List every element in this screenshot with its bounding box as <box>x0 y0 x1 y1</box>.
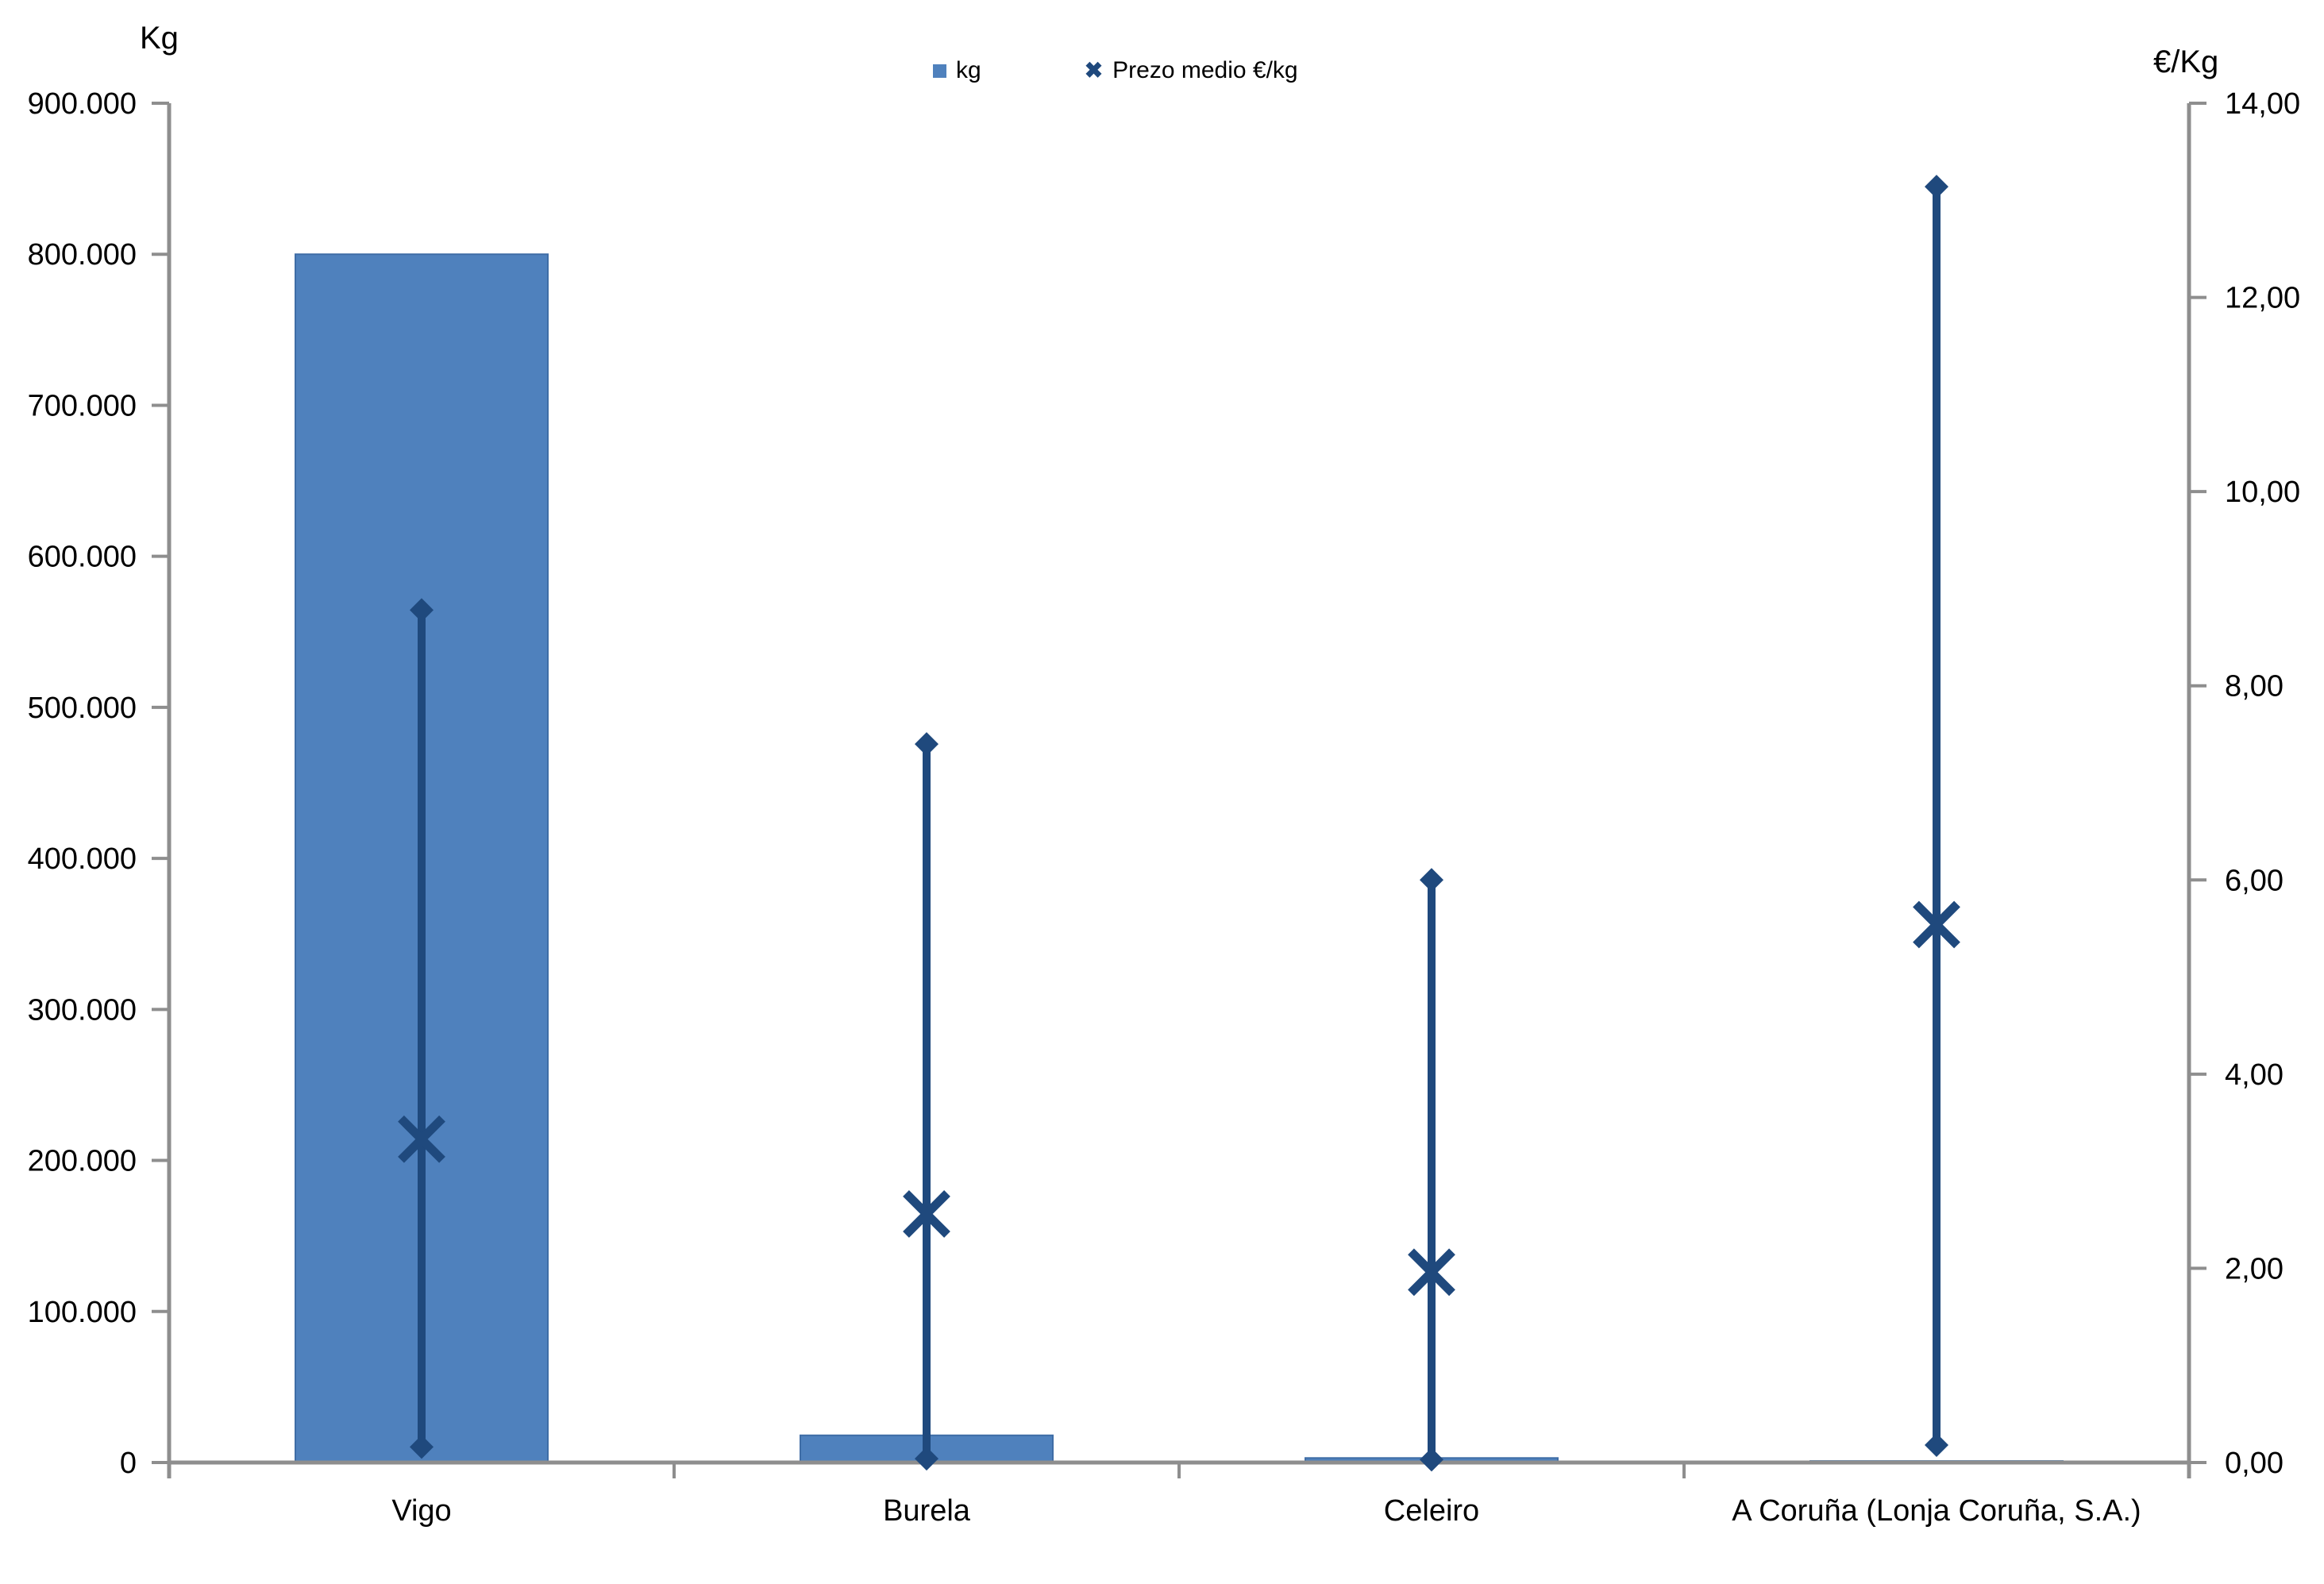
legend: kg ✖ Prezo medio €/kg <box>933 57 1298 84</box>
right-tick-label: 12,00 <box>2225 282 2300 315</box>
mean-x-marker-icon-4 <box>1913 900 1960 949</box>
right-tick-label: 8,00 <box>2225 670 2284 703</box>
kg-series-swatch-icon <box>933 64 946 78</box>
left-tick-label: 300.000 <box>28 993 137 1027</box>
category-label: Celeiro <box>1384 1494 1479 1528</box>
left-tick-label: 400.000 <box>28 842 137 876</box>
right-tick-label: 10,00 <box>2225 476 2300 509</box>
left-tick-label: 700.000 <box>28 389 137 422</box>
left-tick-label: 100.000 <box>28 1296 137 1329</box>
high-diamond-icon-2 <box>915 732 938 757</box>
left-tick-label: 800.000 <box>28 238 137 272</box>
mean-x-marker-icon-1 <box>398 1115 445 1163</box>
mean-x-marker-icon-2 <box>903 1190 950 1238</box>
left-tick-label: 0 <box>120 1447 137 1480</box>
right-axis-title: €/Kg <box>2153 44 2219 79</box>
legend-kg-label: kg <box>956 57 981 83</box>
x-marker-icon: ✖ <box>1084 58 1104 83</box>
low-diamond-icon-1 <box>410 1435 434 1459</box>
left-tick-label: 500.000 <box>28 692 137 725</box>
category-label: Vigo <box>391 1494 451 1528</box>
left-tick-label: 600.000 <box>28 541 137 574</box>
category-label: Burela <box>883 1494 971 1528</box>
high-diamond-icon-1 <box>410 598 434 622</box>
low-diamond-icon-3 <box>1420 1447 1443 1472</box>
left-tick-label: 200.000 <box>28 1145 137 1178</box>
high-diamond-icon-4 <box>1925 175 1948 199</box>
legend-item-kg: kg <box>933 57 981 84</box>
low-diamond-icon-2 <box>915 1447 938 1471</box>
high-diamond-icon-3 <box>1420 868 1443 892</box>
category-label: A Coruña (Lonja Coruña, S.A.) <box>1732 1494 2141 1528</box>
low-diamond-icon-4 <box>1925 1432 1948 1457</box>
legend-item-prezo-medio: ✖ Prezo medio €/kg <box>1085 57 1298 84</box>
mean-x-marker-icon-3 <box>1408 1248 1455 1297</box>
right-tick-label: 14,00 <box>2225 87 2300 121</box>
left-axis-title: Kg <box>140 21 179 56</box>
legend-prezo-label: Prezo medio €/kg <box>1112 57 1298 83</box>
right-tick-label: 4,00 <box>2225 1058 2284 1092</box>
right-tick-label: 6,00 <box>2225 864 2284 897</box>
right-tick-label: 2,00 <box>2225 1252 2284 1285</box>
right-tick-label: 0,00 <box>2225 1447 2284 1480</box>
left-tick-label: 900.000 <box>28 87 137 121</box>
